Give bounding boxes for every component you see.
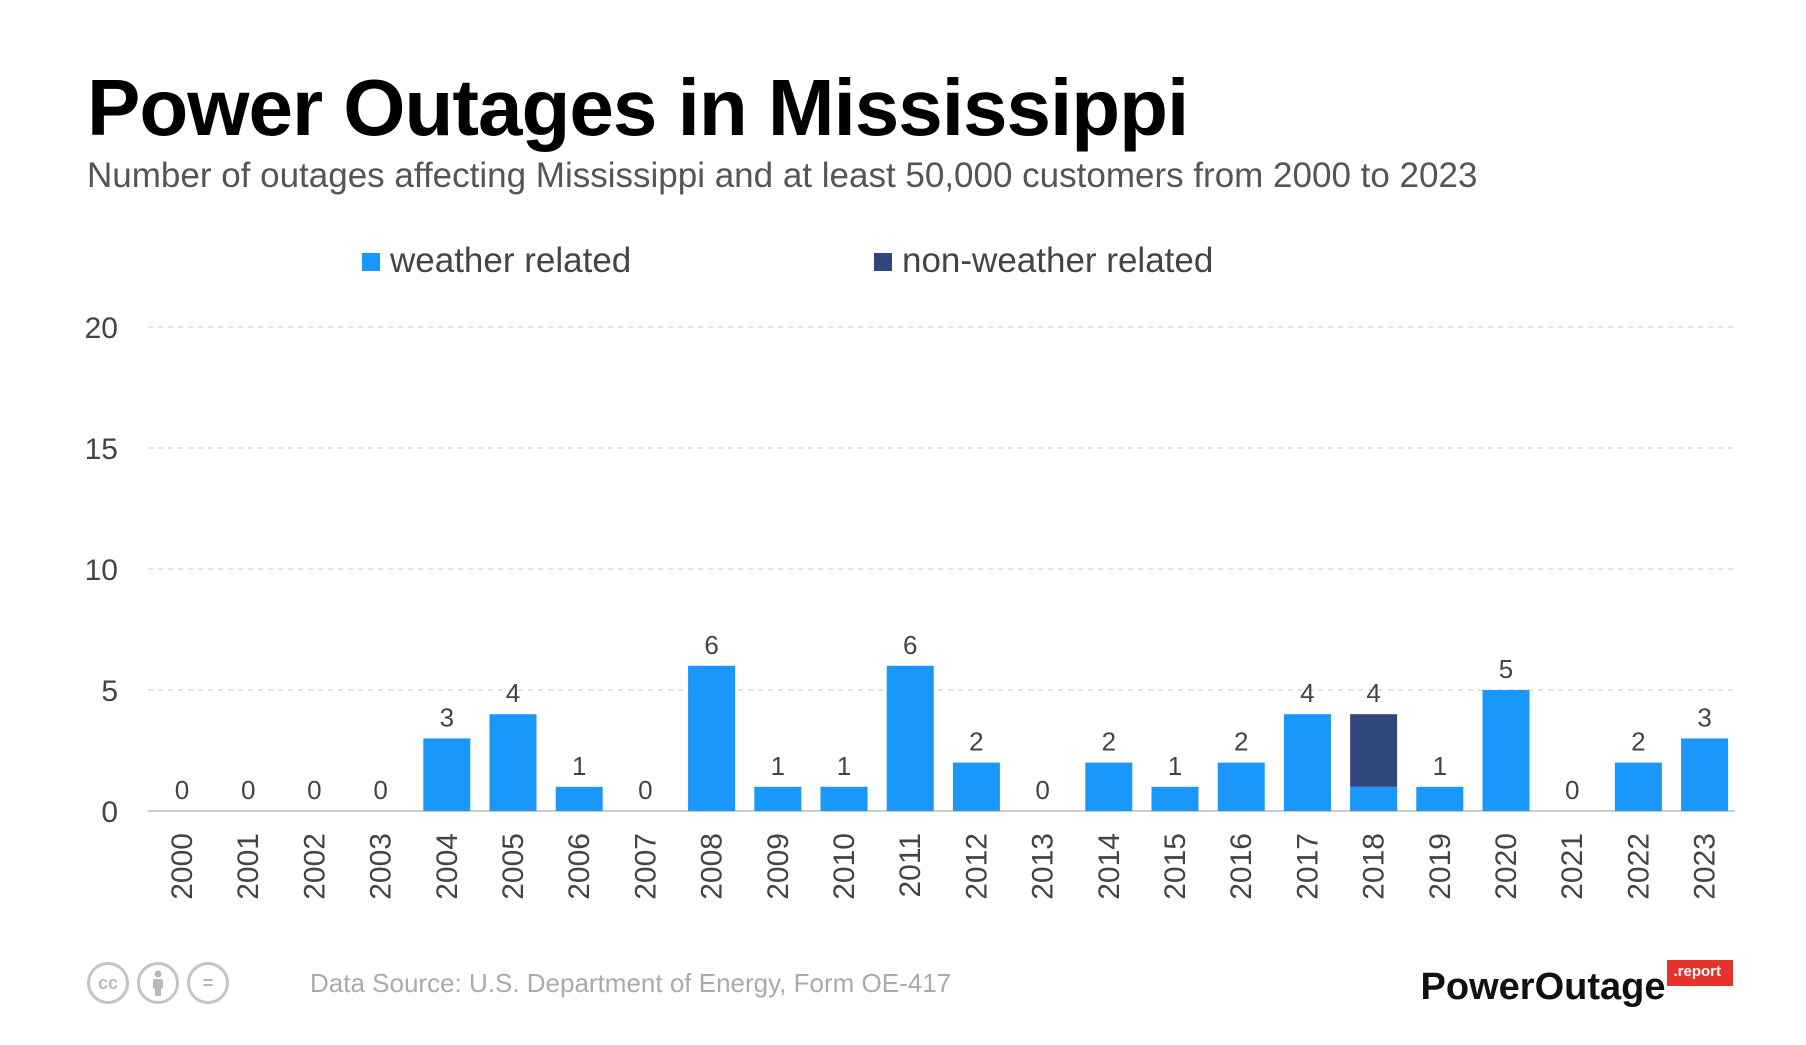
data-label: 0 xyxy=(1035,775,1049,805)
data-label: 6 xyxy=(903,630,917,660)
bar-weather-related xyxy=(1482,690,1530,811)
x-tick-label: 2013 xyxy=(1027,833,1060,900)
data-label: 1 xyxy=(572,751,586,781)
x-tick-label: 2008 xyxy=(696,833,729,900)
chart-title: Power Outages in Mississippi xyxy=(87,63,1189,152)
data-label: 1 xyxy=(1433,751,1447,781)
x-tick-label: 2011 xyxy=(894,833,927,898)
data-label: 2 xyxy=(969,727,983,757)
data-label: 3 xyxy=(440,702,454,732)
x-tick-label: 2000 xyxy=(166,833,199,900)
bar-weather-related xyxy=(1416,786,1464,811)
legend-label: weather related xyxy=(389,241,631,280)
legend-label: non-weather related xyxy=(902,241,1213,280)
x-tick-label: 2010 xyxy=(828,833,861,900)
x-tick-label: 2007 xyxy=(629,833,662,900)
data-label: 2 xyxy=(1102,727,1116,757)
data-label: 5 xyxy=(1499,654,1513,684)
y-tick-label: 5 xyxy=(101,675,118,708)
bar-weather-related xyxy=(1151,786,1199,811)
bar-weather-related xyxy=(1350,786,1398,811)
bar-weather-related xyxy=(886,665,934,811)
x-tick-label: 2003 xyxy=(365,833,398,900)
x-tick-label: 2019 xyxy=(1424,833,1457,900)
y-tick-label: 15 xyxy=(85,433,118,466)
y-tick-label: 10 xyxy=(85,554,118,587)
bar-weather-related xyxy=(820,786,868,811)
no-derivatives-icon: = xyxy=(187,962,229,1004)
data-label: 4 xyxy=(1300,678,1314,708)
x-tick-label: 2018 xyxy=(1358,833,1391,900)
bar-weather-related xyxy=(1217,762,1265,811)
x-tick-label: 2004 xyxy=(431,833,464,900)
data-source: Data Source: U.S. Department of Energy, … xyxy=(310,968,952,998)
data-label: 0 xyxy=(1565,775,1579,805)
x-tick-label: 2014 xyxy=(1093,833,1126,900)
bar-weather-related xyxy=(688,665,736,811)
data-label: 0 xyxy=(373,775,387,805)
data-label: 4 xyxy=(1366,678,1380,708)
bar-weather-related xyxy=(1681,738,1729,811)
brand-tag: .report xyxy=(1667,960,1733,986)
y-tick-label: 20 xyxy=(85,312,118,345)
bar-weather-related xyxy=(423,738,471,811)
data-label: 0 xyxy=(175,775,189,805)
data-label: 0 xyxy=(307,775,321,805)
bar-non-weather-related xyxy=(1350,714,1398,787)
data-label: 1 xyxy=(837,751,851,781)
data-label: 2 xyxy=(1234,727,1248,757)
bar-weather-related xyxy=(555,786,603,811)
x-tick-label: 2001 xyxy=(232,833,265,900)
license-icons: cc = xyxy=(87,962,229,1004)
data-label: 4 xyxy=(506,678,520,708)
data-label: 2 xyxy=(1631,727,1645,757)
brand-name: PowerOutage xyxy=(1420,966,1666,1008)
data-label: 0 xyxy=(241,775,255,805)
x-tick-label: 2023 xyxy=(1689,833,1722,900)
bar-weather-related xyxy=(754,786,802,811)
bar-weather-related xyxy=(1614,762,1662,811)
legend-swatch xyxy=(874,253,892,271)
data-label: 0 xyxy=(638,775,652,805)
person-glyph xyxy=(153,970,163,996)
bar-weather-related xyxy=(952,762,1000,811)
y-tick-label: 0 xyxy=(101,796,118,829)
x-tick-label: 2012 xyxy=(960,833,993,900)
bar-weather-related xyxy=(1283,714,1331,811)
chart-subtitle: Number of outages affecting Mississippi … xyxy=(87,156,1478,195)
x-tick-label: 2015 xyxy=(1159,833,1192,900)
attribution-icon xyxy=(137,962,179,1004)
x-tick-label: 2020 xyxy=(1490,833,1523,900)
cc-icon: cc xyxy=(87,962,129,1004)
bar-weather-related xyxy=(489,714,537,811)
x-tick-label: 2005 xyxy=(497,833,530,900)
x-tick-label: 2016 xyxy=(1225,833,1258,900)
x-tick-label: 2022 xyxy=(1622,833,1655,900)
legend-swatch xyxy=(362,253,380,271)
x-tick-label: 2002 xyxy=(298,833,331,900)
bar-weather-related xyxy=(1085,762,1133,811)
brand-logo[interactable]: PowerOutage .report xyxy=(1421,960,1733,1009)
data-label: 3 xyxy=(1697,702,1711,732)
x-tick-label: 2009 xyxy=(762,833,795,900)
x-tick-label: 2017 xyxy=(1291,833,1324,900)
x-tick-label: 2021 xyxy=(1556,833,1589,900)
data-label: 1 xyxy=(771,751,785,781)
data-label: 6 xyxy=(704,630,718,660)
x-tick-label: 2006 xyxy=(563,833,596,900)
data-label: 1 xyxy=(1168,751,1182,781)
